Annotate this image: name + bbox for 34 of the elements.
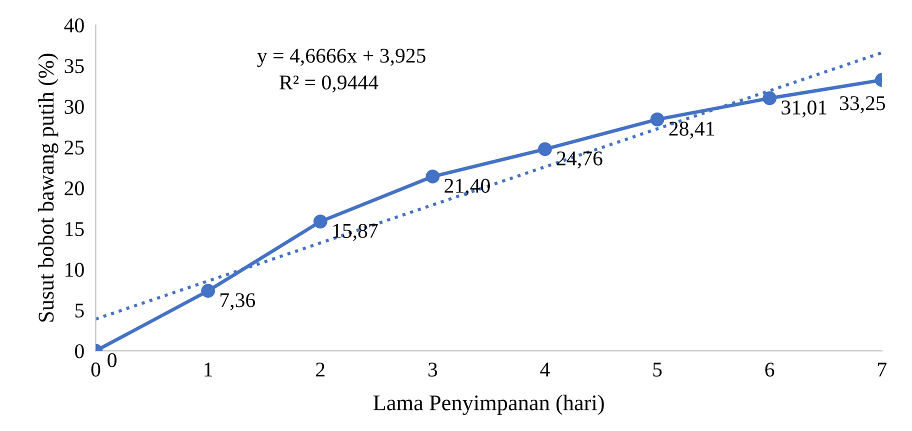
y-tick-label: 20 — [64, 181, 84, 196]
x-tick-label: 3 — [428, 362, 438, 377]
y-tick-label: 40 — [64, 18, 84, 32]
y-tick-label: 25 — [64, 140, 84, 155]
data-label: 21,40 — [444, 178, 490, 196]
point — [650, 112, 664, 126]
x-tick-label: 6 — [765, 362, 774, 377]
data-label: 7,36 — [220, 293, 256, 310]
point — [201, 284, 216, 298]
y-tick-label: 0 — [75, 344, 84, 358]
y-axis-title: Susut bobot bawang putih (%) — [38, 54, 58, 322]
point — [538, 142, 552, 156]
data-label: 28,41 — [669, 122, 714, 139]
point — [313, 214, 328, 229]
x-tick-label: 5 — [653, 362, 662, 377]
x-axis-title: Lama Penyimpanan (hari) — [373, 394, 604, 415]
x-tick-label: 2 — [316, 362, 324, 376]
y-tick-label: 15 — [66, 222, 84, 236]
y-tick-label: 10 — [66, 262, 84, 277]
data-label: 33,25 — [840, 96, 886, 114]
y-tick-label: 30 — [64, 100, 84, 114]
point — [762, 91, 777, 106]
data-label: 24,76 — [557, 151, 602, 168]
x-tick-label: 4 — [540, 362, 550, 376]
x-tick-label: 1 — [204, 362, 212, 376]
point — [426, 170, 440, 184]
data-label: 0 — [108, 353, 116, 368]
data-label: 31,01 — [782, 100, 826, 118]
x-tick-label: 7 — [878, 362, 887, 376]
y-tick-label: 35 — [64, 59, 84, 74]
x-tick-label: 0 — [91, 362, 100, 377]
annotation: R² = 0,9444 — [280, 75, 378, 93]
y-tick-label: 5 — [75, 304, 84, 318]
annotation: y = 4,6666x + 3,925 — [257, 48, 426, 68]
